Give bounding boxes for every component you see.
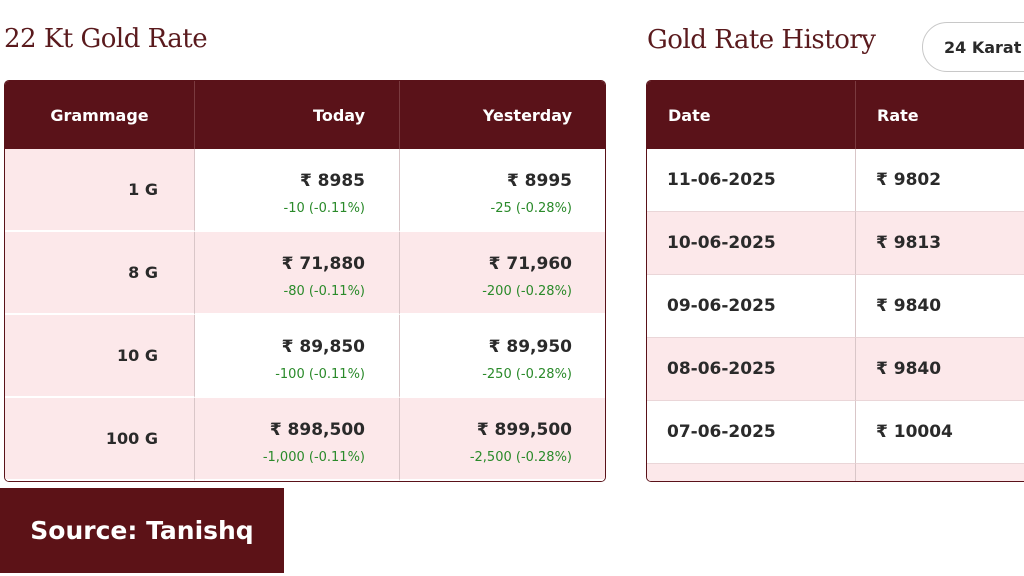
source-label: Source: Tanishq [0,488,284,573]
price: ₹ 89,950 [488,337,572,357]
price-change: -80 (-0.11%) [283,284,366,299]
date-cell: 09-06-2025 [647,275,856,338]
price: ₹ 71,960 [488,254,572,274]
price: ₹ 899,500 [476,420,572,440]
table-header [647,81,1024,149]
rate-title: 22 Kt Gold Rate [4,24,208,54]
price-change: -25 (-0.28%) [490,201,573,216]
header-cell: Date [647,81,856,149]
price-change: -1,000 (-0.11%) [262,450,365,465]
rate-cell: ₹ 9813 [856,212,1024,275]
price-cell: ₹ 89,850 -100 (-0.11%) [195,315,400,398]
price-cell: ₹ 89,950 -250 (-0.28%) [400,315,605,398]
history-title: Gold Rate History [647,25,876,55]
price-cell: ₹ 8985 -10 (-0.11%) [195,149,400,232]
date-cell: 08-06-2025 [647,338,856,401]
rate-table: Grammage Today Yesterday 1 G ₹ 8985 -10 (-0.1… [4,80,606,482]
price-cell: ₹ 8995 -25 (-0.28%) [400,149,605,232]
price: ₹ 8985 [299,171,365,191]
karat-button[interactable]: 24 Karat [922,22,1024,72]
price-cell: ₹ 898,500 -1,000 (-0.11%) [195,398,400,481]
price: ₹ 8995 [506,171,572,191]
price-change: -250 (-0.28%) [482,367,572,382]
history-table: Date Rate 11-06-2025 ₹ 9802 10-06-2025 ₹ 9813… [646,80,1024,482]
rate-cell: ₹ 10004 [856,401,1024,464]
header-cell: Today [195,81,400,149]
date-cell: 10-06-2025 [647,212,856,275]
grammage-cell: 10 G [5,315,195,398]
header-cell: Yesterday [400,81,605,149]
price-change: -100 (-0.11%) [275,367,365,382]
price-cell: ₹ 71,960 -200 (-0.28%) [400,232,605,315]
rate-cell: ₹ 9840 [856,275,1024,338]
grammage-cell: 1 G [5,149,195,232]
row-fill [647,464,856,481]
price-cell: ₹ 71,880 -80 (-0.11%) [195,232,400,315]
rate-cell: ₹ 9802 [856,149,1024,212]
grammage-cell: 8 G [5,232,195,315]
grammage-cell: 100 G [5,398,195,481]
price: ₹ 89,850 [281,337,365,357]
price: ₹ 898,500 [269,420,365,440]
header-cell: Rate [856,81,1024,149]
table-header [5,81,605,149]
price-cell: ₹ 899,500 -2,500 (-0.28%) [400,398,605,481]
header-cell: Grammage [5,81,195,149]
date-cell: 07-06-2025 [647,401,856,464]
price-change: -200 (-0.28%) [482,284,572,299]
price-change: -10 (-0.11%) [283,201,366,216]
date-cell: 11-06-2025 [647,149,856,212]
price-change: -2,500 (-0.28%) [469,450,572,465]
rate-cell: ₹ 9840 [856,338,1024,401]
price: ₹ 71,880 [281,254,365,274]
row-fill [856,464,1024,481]
